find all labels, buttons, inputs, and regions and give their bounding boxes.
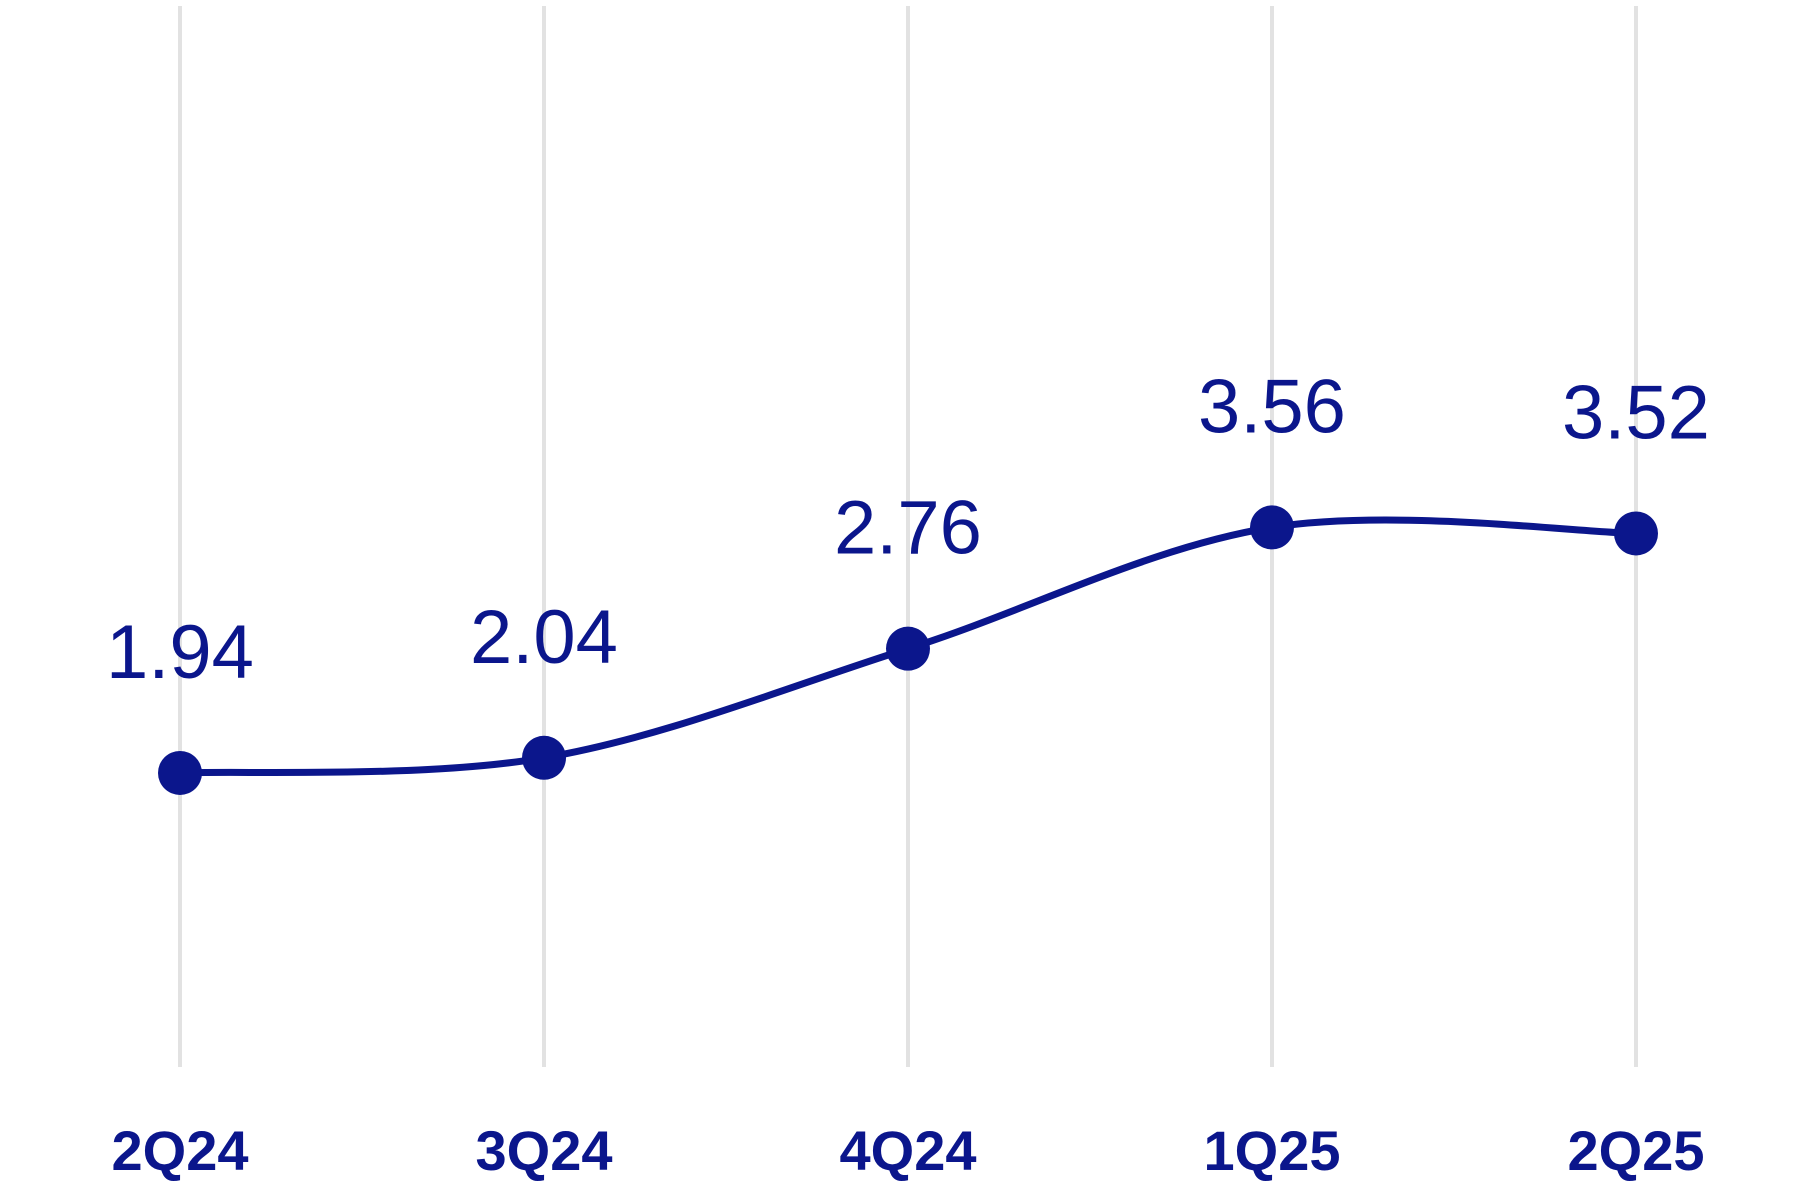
- value-label: 3.52: [1562, 371, 1710, 456]
- x-tick-label: 2Q25: [1568, 1119, 1705, 1182]
- x-tick-label: 1Q25: [1204, 1119, 1341, 1182]
- point: [1614, 511, 1658, 556]
- value-label: 3.56: [1198, 364, 1346, 449]
- value-label: 1.94: [106, 610, 254, 695]
- x-tick-label: 3Q24: [476, 1119, 613, 1182]
- point: [158, 750, 202, 795]
- point: [522, 735, 566, 780]
- point: [886, 626, 930, 671]
- x-tick-label: 4Q24: [840, 1119, 977, 1182]
- value-label: 2.04: [470, 595, 618, 680]
- point: [1250, 505, 1294, 550]
- x-tick-label: 2Q24: [112, 1119, 249, 1182]
- value-label: 2.76: [834, 486, 982, 571]
